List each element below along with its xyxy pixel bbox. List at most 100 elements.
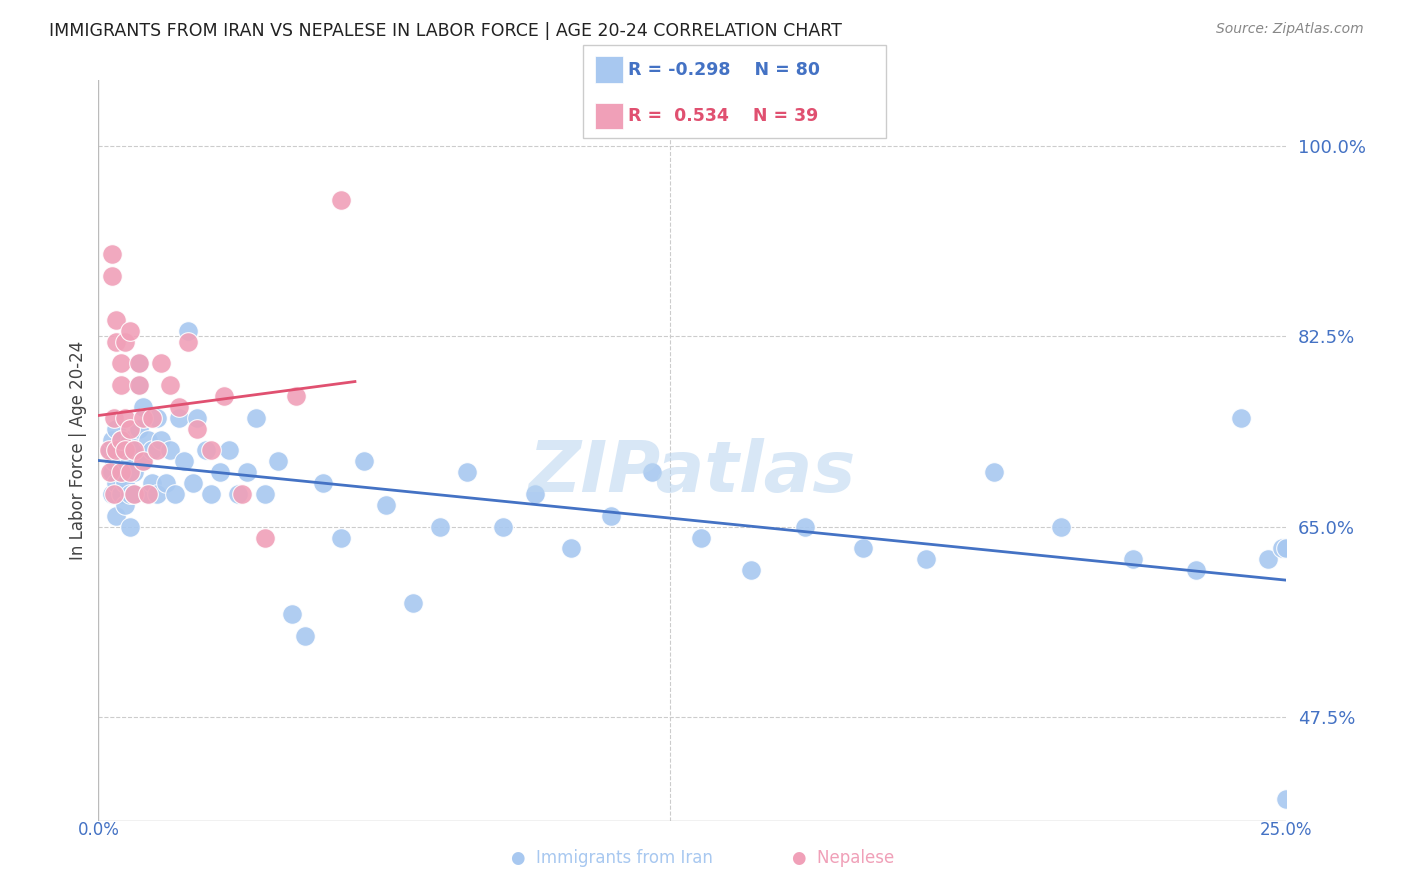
- Point: [173, 454, 195, 468]
- Point: [132, 410, 155, 425]
- Point: [177, 334, 200, 349]
- Point: [128, 378, 150, 392]
- Point: [852, 541, 875, 556]
- Text: ●  Nepalese: ● Nepalese: [793, 849, 894, 867]
- Point: [1275, 792, 1298, 806]
- Point: [141, 476, 163, 491]
- Point: [456, 465, 478, 479]
- Point: [107, 443, 129, 458]
- Point: [146, 443, 169, 458]
- Point: [105, 422, 128, 436]
- Point: [181, 476, 204, 491]
- Point: [375, 498, 398, 512]
- Point: [118, 324, 141, 338]
- Point: [128, 356, 150, 370]
- Point: [114, 443, 136, 458]
- Point: [128, 422, 150, 436]
- Point: [105, 508, 128, 523]
- Point: [330, 531, 353, 545]
- Point: [118, 433, 141, 447]
- Point: [114, 443, 136, 458]
- Point: [1275, 541, 1298, 556]
- Point: [690, 531, 713, 545]
- Point: [110, 465, 132, 479]
- Point: [983, 465, 1005, 479]
- Point: [1122, 552, 1144, 566]
- Text: R =  0.534    N = 39: R = 0.534 N = 39: [628, 107, 818, 125]
- Point: [214, 389, 236, 403]
- Point: [101, 465, 124, 479]
- Text: Source: ZipAtlas.com: Source: ZipAtlas.com: [1216, 22, 1364, 37]
- Point: [101, 269, 124, 284]
- Point: [132, 400, 155, 414]
- Point: [195, 443, 218, 458]
- Point: [281, 607, 304, 621]
- Point: [141, 410, 163, 425]
- Point: [285, 389, 308, 403]
- Point: [1271, 541, 1294, 556]
- Point: [159, 378, 181, 392]
- Point: [177, 324, 200, 338]
- Text: ZIPatlas: ZIPatlas: [529, 438, 856, 508]
- Point: [560, 541, 582, 556]
- Point: [114, 334, 136, 349]
- Point: [118, 519, 141, 533]
- Point: [330, 193, 353, 207]
- Point: [231, 487, 253, 501]
- Point: [105, 443, 128, 458]
- Point: [136, 487, 159, 501]
- Text: IMMIGRANTS FROM IRAN VS NEPALESE IN LABOR FORCE | AGE 20-24 CORRELATION CHART: IMMIGRANTS FROM IRAN VS NEPALESE IN LABO…: [49, 22, 842, 40]
- Point: [915, 552, 938, 566]
- Point: [294, 628, 316, 642]
- Point: [118, 422, 141, 436]
- Point: [200, 487, 222, 501]
- Point: [163, 487, 186, 501]
- Point: [114, 476, 136, 491]
- Point: [110, 465, 132, 479]
- Text: 25.0%: 25.0%: [1260, 821, 1313, 838]
- Point: [124, 465, 146, 479]
- Y-axis label: In Labor Force | Age 20-24: In Labor Force | Age 20-24: [69, 341, 87, 560]
- Point: [429, 519, 451, 533]
- Point: [118, 454, 141, 468]
- Point: [110, 378, 132, 392]
- Point: [218, 443, 240, 458]
- Point: [103, 487, 125, 501]
- Point: [124, 487, 146, 501]
- Point: [186, 410, 208, 425]
- Point: [1185, 563, 1208, 577]
- Point: [136, 487, 159, 501]
- Point: [200, 443, 222, 458]
- Point: [118, 465, 141, 479]
- Point: [226, 487, 249, 501]
- Point: [186, 422, 208, 436]
- Point: [101, 487, 124, 501]
- Point: [794, 519, 817, 533]
- Point: [105, 334, 128, 349]
- Text: 0.0%: 0.0%: [77, 821, 120, 838]
- Point: [169, 400, 191, 414]
- Text: R = -0.298    N = 80: R = -0.298 N = 80: [628, 61, 821, 78]
- Point: [492, 519, 515, 533]
- Point: [97, 443, 120, 458]
- Point: [124, 443, 146, 458]
- Point: [641, 465, 664, 479]
- Point: [105, 313, 128, 327]
- Point: [1050, 519, 1073, 533]
- Point: [128, 378, 150, 392]
- Point: [253, 487, 276, 501]
- Point: [101, 433, 124, 447]
- Point: [740, 563, 762, 577]
- Point: [118, 487, 141, 501]
- Point: [128, 356, 150, 370]
- Point: [146, 410, 169, 425]
- Point: [267, 454, 290, 468]
- Point: [132, 454, 155, 468]
- Point: [402, 596, 425, 610]
- Point: [523, 487, 546, 501]
- Point: [236, 465, 259, 479]
- Point: [1257, 552, 1279, 566]
- Point: [103, 454, 125, 468]
- Point: [110, 356, 132, 370]
- Point: [124, 487, 146, 501]
